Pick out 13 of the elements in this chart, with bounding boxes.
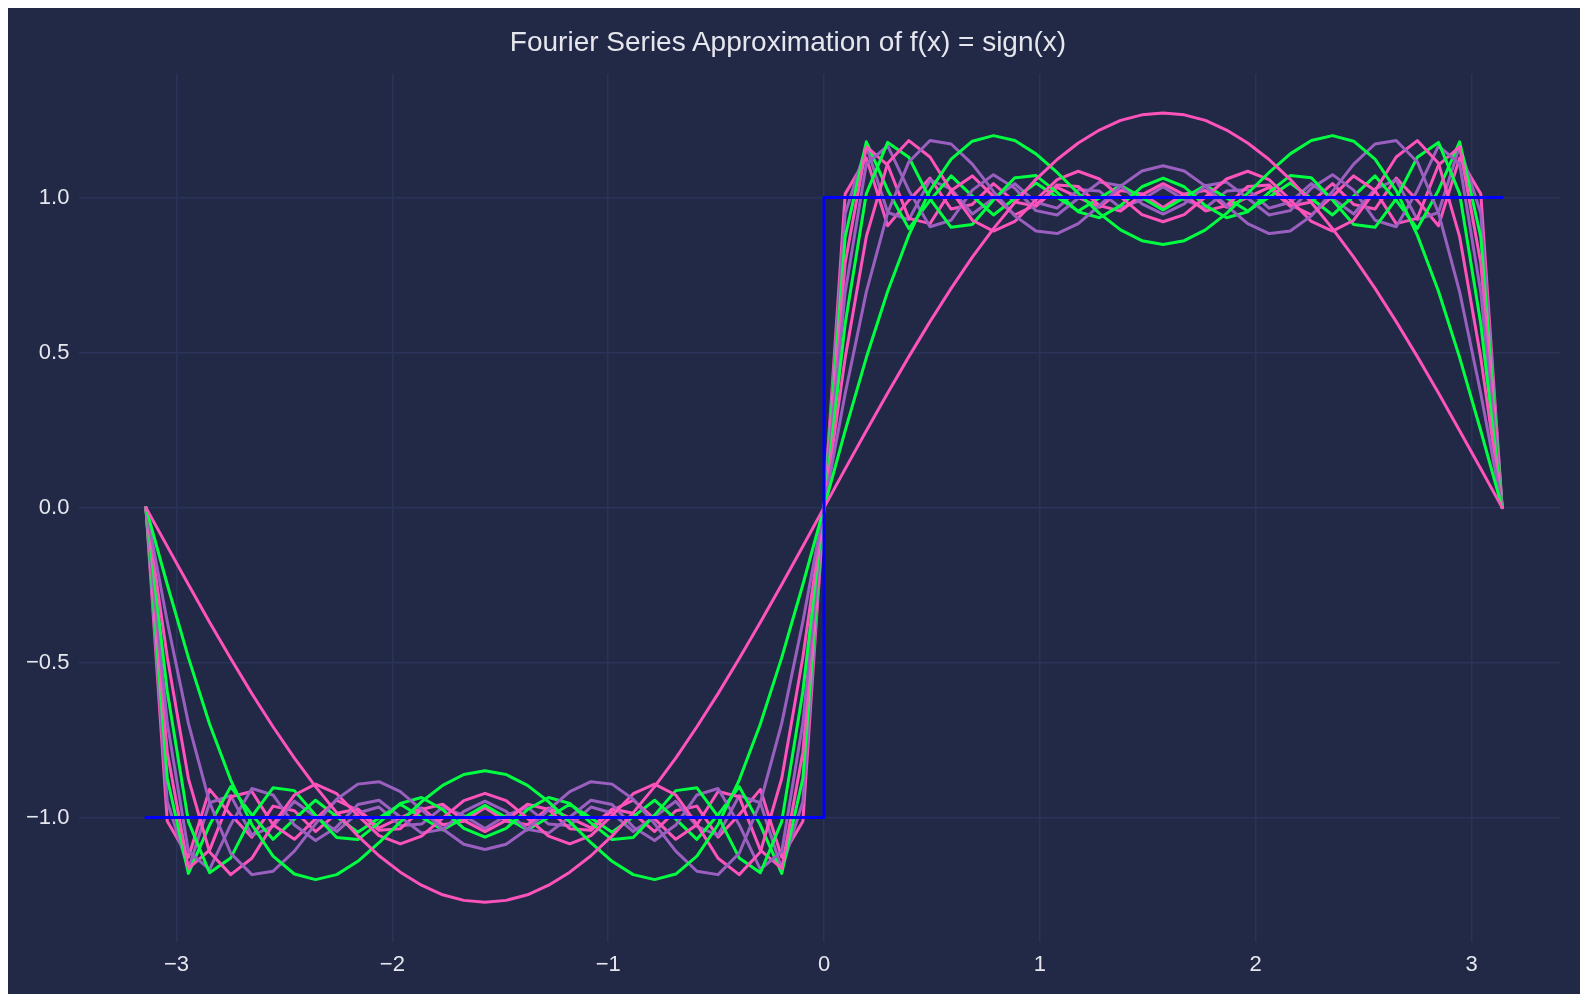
- chart-title: Fourier Series Approximation of f(x) = sign(x): [509, 25, 1067, 57]
- y-tick-label: −1.0: [25, 803, 70, 829]
- x-tick-label: 3: [1465, 950, 1478, 976]
- x-tick-label: −1: [595, 950, 621, 976]
- x-tick-label: 0: [817, 950, 831, 976]
- y-tick-label: 0.0: [38, 493, 70, 519]
- x-tick-label: −2: [379, 950, 405, 976]
- x-tick-label: 2: [1249, 950, 1262, 976]
- x-tick-label: 1: [1033, 950, 1046, 976]
- y-tick-label: 0.5: [38, 338, 70, 364]
- y-tick-label: 1.0: [38, 183, 70, 209]
- y-tick-label: −0.5: [25, 648, 70, 674]
- x-tick-label: −3: [164, 950, 190, 976]
